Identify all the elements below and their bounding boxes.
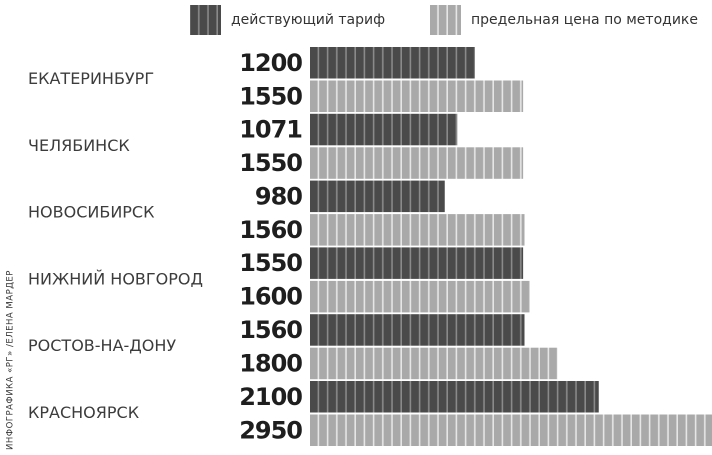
bar	[310, 113, 458, 146]
legend-label: предельная цена по методике	[471, 12, 698, 28]
category-label: НОВОСИБИРСК	[28, 203, 155, 222]
bar	[310, 247, 524, 279]
value-label: 1600	[239, 283, 302, 311]
legend-label: действующий тариф	[231, 12, 385, 28]
legend-swatch	[430, 5, 461, 35]
value-label: 1200	[239, 49, 302, 77]
bar	[310, 414, 712, 446]
value-label: 1560	[239, 316, 302, 344]
category-label: РОСТОВ-НА-ДОНУ	[28, 336, 176, 355]
value-label: 1071	[239, 116, 302, 144]
legend-swatch	[190, 5, 221, 35]
value-label: 1550	[239, 249, 302, 277]
bar	[310, 80, 524, 112]
bar	[310, 180, 445, 213]
value-label: 2950	[239, 416, 302, 444]
category-label: ЧЕЛЯБИНСК	[28, 136, 130, 155]
bar	[310, 47, 475, 79]
bar	[310, 314, 525, 346]
credit: ИНФОГРАФИКА «РГ» /ЕЛЕНА МАРДЕР	[6, 270, 16, 450]
value-label: 1560	[239, 216, 302, 244]
category-label: ЕКАТЕРИНБУРГ	[28, 69, 154, 88]
value-label: 1800	[239, 349, 302, 377]
value-label: 2100	[239, 383, 302, 411]
value-label: 1550	[239, 82, 302, 110]
bar	[310, 214, 525, 246]
bar	[310, 381, 599, 413]
bar	[310, 347, 558, 380]
bar	[310, 280, 530, 313]
bar	[310, 147, 524, 179]
value-label: 980	[255, 182, 302, 210]
value-label: 1550	[239, 149, 302, 177]
category-label: НИЖНИЙ НОВГОРОД	[28, 269, 203, 288]
category-label: КРАСНОЯРСК	[28, 403, 140, 422]
